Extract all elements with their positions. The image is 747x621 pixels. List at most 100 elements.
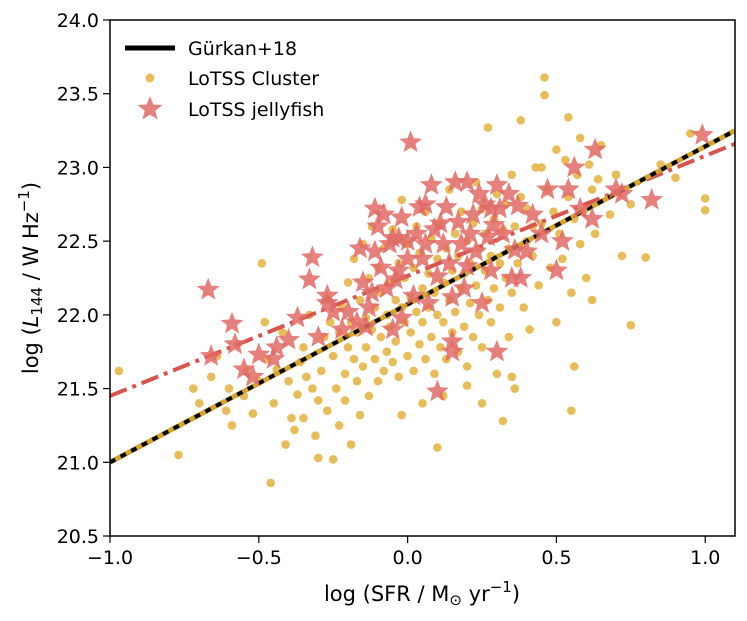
cluster-point — [418, 284, 427, 293]
cluster-point — [328, 351, 338, 361]
cluster-point — [299, 343, 308, 352]
jellyfish-point — [306, 325, 330, 347]
jellyfish-point — [232, 357, 256, 380]
jellyfish-point — [354, 314, 378, 337]
y-axis-label: log (L144 / W Hz−1) — [15, 182, 46, 374]
jellyfish-point — [420, 173, 443, 195]
jellyfish-point — [536, 177, 559, 200]
jellyfish-point — [473, 192, 497, 214]
jellyfish-point — [556, 177, 580, 200]
cluster-point — [459, 322, 469, 332]
cluster-point — [382, 347, 392, 357]
jellyfish-point — [366, 214, 390, 237]
jellyfish-point — [583, 137, 607, 160]
cluster-point — [227, 421, 237, 430]
x-axis-label: log (SFR / M⊙ yr−1) — [324, 578, 520, 609]
cluster-point — [349, 354, 359, 364]
cluster-point — [626, 320, 636, 330]
cluster-point — [531, 163, 540, 172]
cluster-point — [540, 73, 549, 82]
cluster-point — [700, 194, 710, 203]
cluster-point — [671, 173, 680, 182]
cluster-point — [323, 406, 332, 416]
cluster-point — [507, 372, 517, 382]
cluster-point — [507, 170, 517, 180]
cluster-point — [581, 273, 591, 283]
cluster-point — [552, 317, 561, 327]
jellyfish-point — [446, 210, 470, 232]
cluster-point — [358, 362, 368, 371]
cluster-point — [587, 295, 597, 305]
jellyfish-point — [426, 379, 449, 402]
cluster-point — [394, 372, 404, 382]
cluster-point — [549, 207, 558, 216]
cluster-point — [397, 195, 407, 205]
jellyfish-point — [482, 212, 506, 235]
jellyfish-point — [241, 364, 265, 387]
cluster-point — [498, 416, 508, 426]
cluster-point — [492, 189, 502, 199]
jellyfish-point — [470, 291, 494, 313]
y-tick-label: 23.5 — [57, 84, 99, 106]
cluster-point — [474, 310, 484, 320]
cluster-point — [516, 116, 525, 125]
cluster-point — [525, 325, 534, 334]
cluster-point — [590, 229, 600, 239]
cluster-point — [206, 372, 216, 382]
jellyfish-point — [357, 295, 381, 318]
jellyfish-point — [223, 332, 247, 355]
legend-label-jellyfish: LoTSS jellyfish — [188, 99, 324, 121]
jellyfish-point — [363, 239, 387, 262]
jellyfish-point — [485, 339, 509, 362]
cluster-point — [570, 362, 579, 371]
cluster-point — [311, 431, 320, 441]
jellyfish-point — [428, 211, 452, 234]
jellyfish-point — [690, 123, 714, 145]
cluster-point — [462, 362, 472, 371]
cluster-point — [471, 281, 481, 290]
jellyfish-point — [351, 270, 375, 293]
cluster-point — [519, 303, 528, 312]
jellyfish-point — [551, 229, 574, 251]
jellyfish-point — [479, 258, 503, 281]
jellyfish-point — [509, 266, 533, 288]
jellyfish-point — [363, 196, 387, 219]
cluster-point — [465, 298, 475, 308]
cluster-point — [540, 90, 549, 100]
x-tick-label: 0.5 — [541, 547, 571, 569]
y-axis: 20.5 21.0 21.5 22.0 22.5 23.0 23.5 24.0 — [57, 10, 110, 548]
cluster-point — [409, 366, 418, 376]
cluster-point — [433, 310, 442, 320]
x-tick-label: −1.0 — [87, 547, 133, 569]
jellyfish-point — [277, 327, 300, 350]
jellyfish-point — [298, 267, 321, 290]
legend-label-gurkan: Gürkan+18 — [188, 38, 297, 60]
cluster-point — [575, 239, 585, 249]
cluster-point — [575, 133, 585, 143]
cluster-point — [391, 337, 401, 346]
jellyfish-point — [390, 305, 414, 328]
cluster-point — [584, 160, 594, 169]
jellyfish-point — [426, 264, 449, 287]
cluster-point — [430, 369, 439, 379]
cluster-point — [299, 413, 308, 423]
jellyfish-point — [387, 226, 411, 248]
jellyfish-point — [402, 283, 425, 306]
cluster-point — [174, 450, 183, 460]
jellyfish-point — [417, 291, 440, 313]
y-tick-label: 24.0 — [57, 10, 99, 32]
cluster-point — [567, 406, 576, 416]
x-axis: −1.0 −0.5 0.0 0.5 1.0 — [87, 536, 720, 569]
jellyfish-point — [375, 276, 399, 298]
cluster-point — [686, 129, 695, 138]
cluster-point — [248, 409, 258, 418]
cluster-point — [462, 381, 472, 390]
cluster-point — [290, 425, 299, 435]
cluster-point — [388, 357, 398, 367]
cluster-point — [314, 453, 323, 463]
jellyfish-point — [369, 255, 393, 278]
cluster-point — [489, 284, 499, 293]
jellyfish-point — [345, 310, 369, 332]
jellyfish-point — [414, 232, 437, 254]
